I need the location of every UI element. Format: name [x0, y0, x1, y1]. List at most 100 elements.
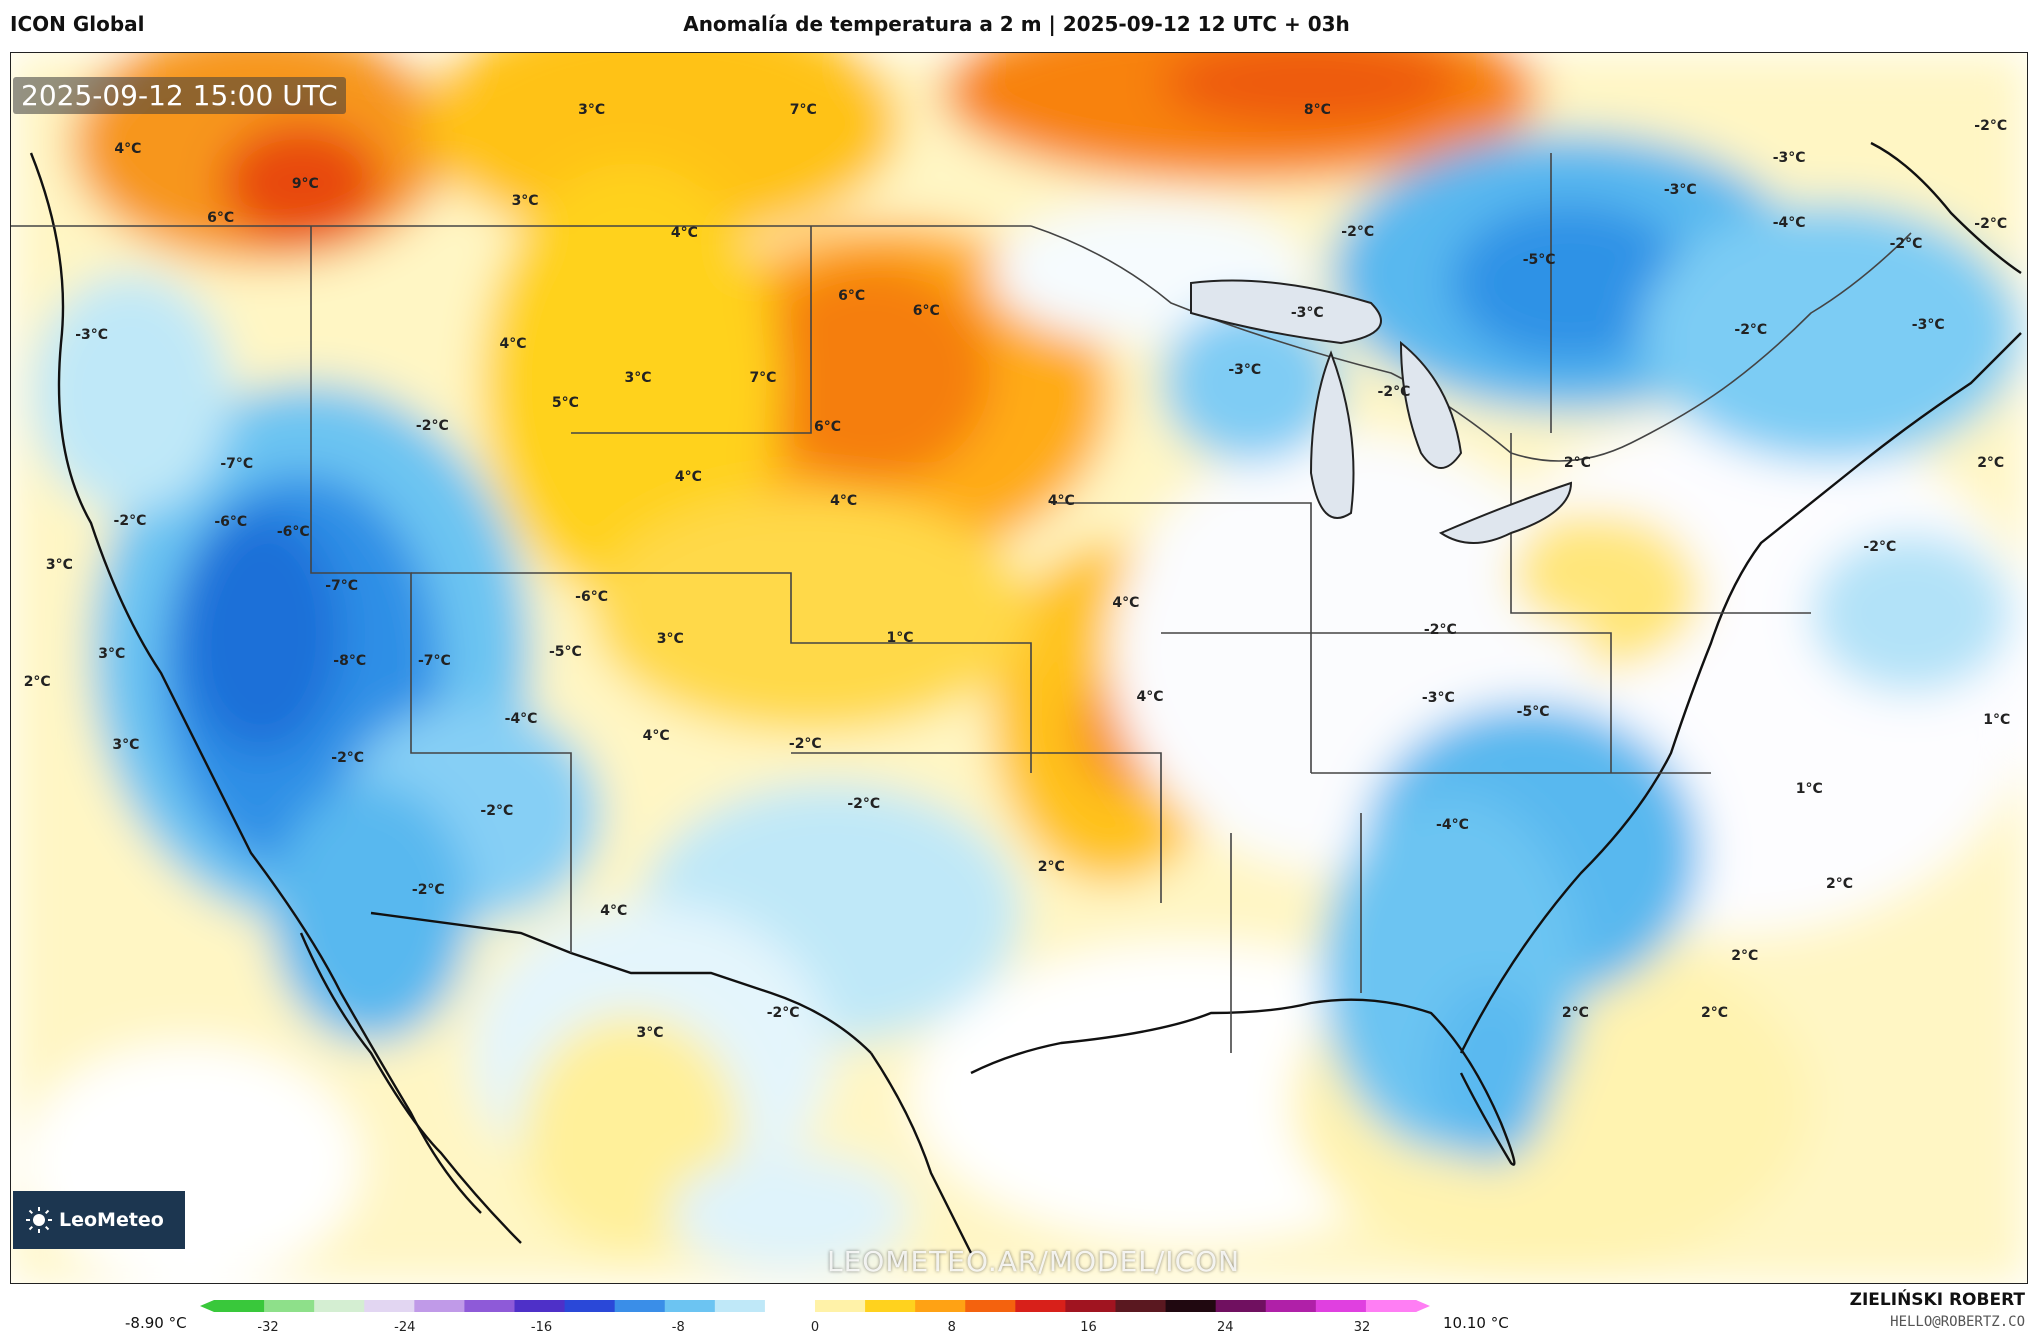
temperature-label: 3°C — [578, 102, 606, 119]
temperature-label: -8°C — [333, 653, 367, 670]
temperature-label: -2°C — [788, 735, 822, 752]
temperature-label: 1°C — [886, 629, 914, 646]
scale-swatch — [915, 1300, 966, 1312]
scale-swatch — [314, 1300, 365, 1312]
scale-tick-label: 24 — [1216, 1320, 1234, 1335]
model-name: ICON Global — [10, 12, 145, 36]
temperature-label: 2°C — [1825, 875, 1854, 892]
coastlines — [29, 141, 2022, 1254]
leometeo-logo[interactable]: LeoMeteo — [13, 1191, 185, 1249]
temperature-label: -3°C — [1421, 690, 1455, 706]
temperature-label: -2°C — [1734, 322, 1768, 339]
temperature-label: 6°C — [912, 302, 940, 319]
temperature-label: 4°C — [670, 225, 698, 242]
temperature-label: -3°C — [1772, 150, 1806, 167]
scale-swatch — [514, 1300, 566, 1312]
temperature-label: 9°C — [291, 175, 319, 192]
scale-arrow-right — [1416, 1300, 1430, 1312]
temperature-label: -6°C — [276, 523, 310, 540]
scale-tick-label: -8 — [671, 1320, 685, 1335]
temperature-label: 2°C — [1037, 858, 1065, 875]
scale-tick-label: -16 — [530, 1320, 553, 1335]
scale-swatch — [965, 1300, 1016, 1312]
scale-swatch — [1365, 1300, 1417, 1312]
anomaly-field — [11, 53, 2027, 1283]
temperature-label: 3°C — [98, 645, 126, 662]
temperature-label: -2°C — [766, 1004, 800, 1021]
scale-swatch — [1215, 1300, 1267, 1312]
temperature-label: -3°C — [1290, 305, 1324, 321]
scale-swatch — [264, 1300, 315, 1312]
temperature-label: 3°C — [624, 370, 652, 387]
color-field — [11, 53, 2027, 1283]
scale-tick-label: -24 — [394, 1320, 416, 1335]
scale-swatch — [1315, 1300, 1367, 1312]
valid-time-badge: 2025-09-12 15:00 UTC — [13, 77, 346, 114]
temperature-label: 3°C — [511, 193, 539, 210]
temperature-label: 8°C — [1303, 102, 1331, 119]
temperature-label: 2°C — [1561, 1004, 1589, 1021]
temperature-label: -2°C — [480, 803, 514, 820]
temperature-label: -2°C — [415, 418, 449, 435]
scale-swatch — [1165, 1300, 1217, 1312]
scale-arrow-left — [200, 1300, 214, 1312]
temperature-label: 7°C — [749, 370, 777, 387]
scale-swatch — [714, 1300, 766, 1312]
temperature-label: 4°C — [1112, 595, 1140, 612]
temperature-label: -2°C — [1377, 383, 1411, 400]
temperature-label: -2°C — [1423, 622, 1457, 639]
temperature-label: -2°C — [1341, 223, 1375, 240]
temperature-label: 7°C — [789, 102, 817, 119]
scale-swatch — [214, 1300, 265, 1312]
temperature-label: -5°C — [548, 644, 582, 661]
temperature-label: -2°C — [113, 512, 147, 529]
temperature-label: -3°C — [1228, 361, 1262, 378]
borders — [11, 153, 1912, 1053]
temperature-label: -3°C — [75, 327, 109, 344]
author-email[interactable]: HELLO@ROBERTZ.CO — [1890, 1314, 2025, 1330]
temperature-label: 4°C — [1136, 688, 1164, 705]
scale-swatch — [414, 1300, 465, 1312]
scale-swatch — [464, 1300, 515, 1312]
scale-swatch — [865, 1300, 916, 1312]
scale-swatch — [664, 1300, 716, 1312]
temperature-label: -7°C — [325, 578, 359, 595]
watermark-url: LEOMETEO.AR/MODEL/ICON — [827, 1245, 1241, 1278]
scale-tick-label: -32 — [257, 1320, 279, 1335]
scale-tick-label: 16 — [1080, 1320, 1097, 1335]
temperature-label: 3°C — [45, 557, 73, 574]
temperature-label: -3°C — [1663, 182, 1697, 198]
color-scale: -8.90 °C -32 -24 -16 -8 0 8 16 24 32 10.10 °C — [0, 1292, 2033, 1339]
logo-text: LeoMeteo — [59, 1209, 164, 1231]
temperature-label: 3°C — [112, 736, 140, 753]
temperature-label: 6°C — [207, 210, 235, 227]
anomaly-map[interactable]: 3°C 7°C 8°C -2°C 4°C 9°C -3°C 3°C -3°C 6°C -4°C -2°… — [10, 52, 2028, 1284]
temperature-label: -3°C — [1911, 317, 1945, 334]
temperature-label: -2°C — [1974, 118, 2008, 135]
scale-swatch — [564, 1300, 616, 1312]
temperature-label: -7°C — [220, 456, 254, 473]
temperature-label: 4°C — [642, 728, 670, 745]
temperature-label: 6°C — [838, 287, 866, 304]
scale-tick-label: 0 — [810, 1320, 820, 1335]
temperature-label: 3°C — [636, 1024, 664, 1041]
temperature-label: -2°C — [411, 881, 445, 898]
temperature-label: -2°C — [1889, 236, 1923, 253]
temperature-label: -5°C — [1522, 252, 1556, 269]
sun-icon — [26, 1207, 52, 1233]
scale-tick-label: 32 — [1353, 1320, 1371, 1335]
temperature-label: 4°C — [600, 902, 628, 919]
temperature-label: -2°C — [331, 750, 365, 767]
color-scale-bar — [200, 1300, 1430, 1312]
temperature-label: -2°C — [847, 795, 881, 812]
temperature-label: -2°C — [1863, 538, 1897, 555]
temperature-label: -6°C — [575, 589, 609, 606]
temperature-label: 2°C — [23, 674, 51, 690]
scale-swatch — [614, 1300, 666, 1312]
scale-swatch — [1015, 1300, 1066, 1312]
temperature-label: 4°C — [1047, 493, 1075, 510]
temperature-label: 2°C — [1731, 948, 1759, 965]
temperature-label: 2°C — [1977, 455, 2005, 472]
temperature-label: -4°C — [1436, 816, 1469, 833]
temperature-label: -6°C — [214, 514, 248, 531]
